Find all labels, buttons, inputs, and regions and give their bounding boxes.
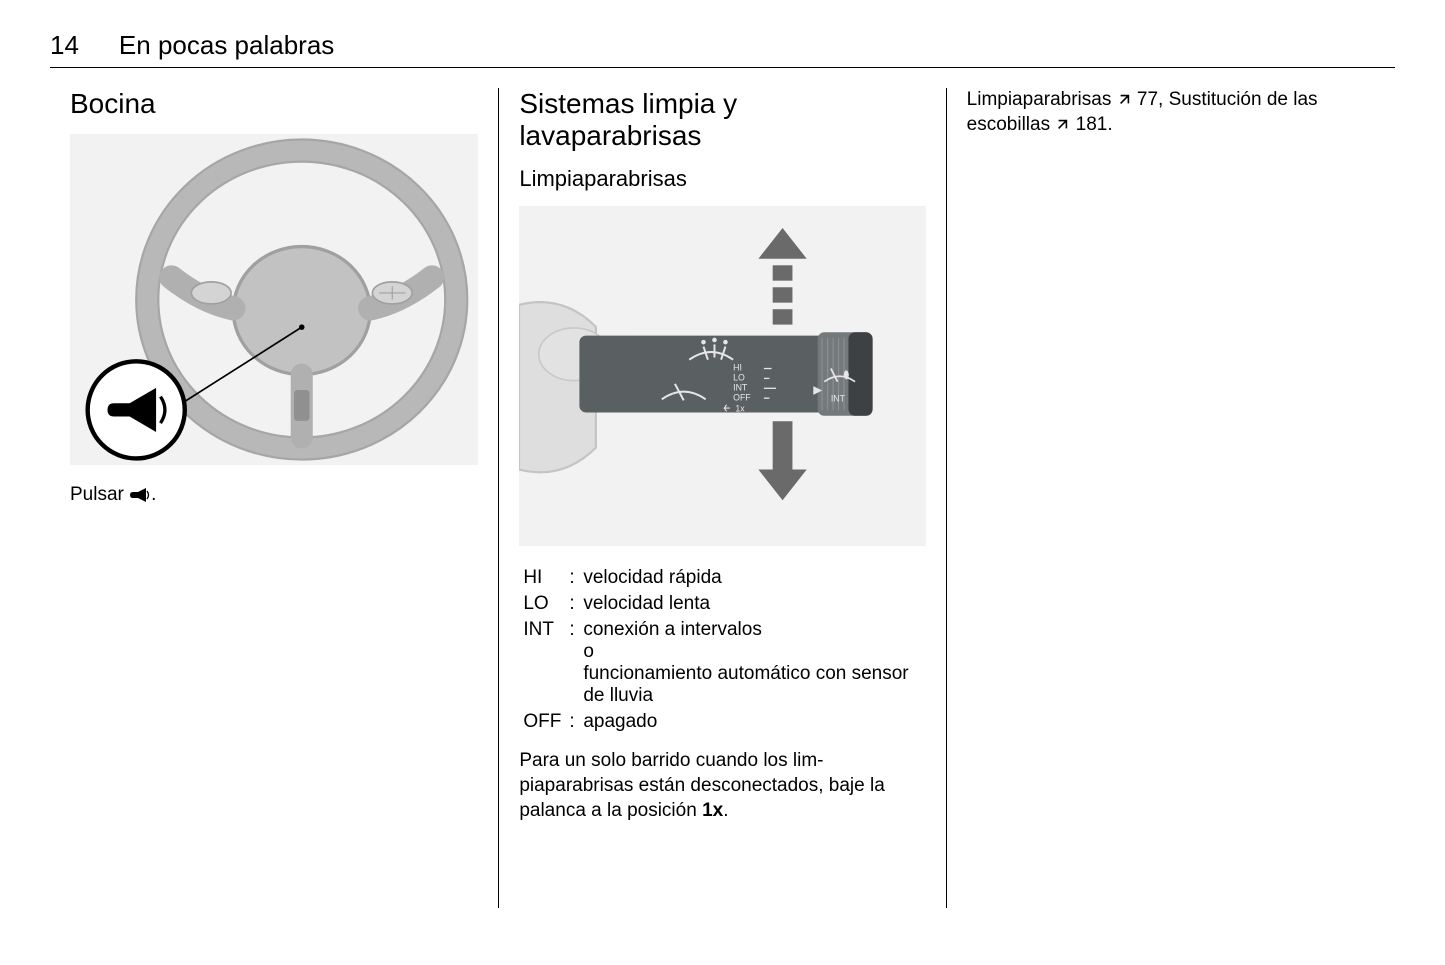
def-sep: : [565,617,579,709]
def-label: LO [519,591,565,617]
xref-end: . [1107,114,1112,135]
def-row-hi: HI : velocidad rápida [519,565,925,591]
single-wipe-note: Para un solo barrido cuando los lim­piap… [519,749,925,823]
def-label: HI [519,565,565,591]
stalk-label-hi: HI [733,363,742,373]
def-sep: : [565,709,579,735]
wiper-mode-definitions: HI : velocidad rápida LO : velocidad len… [519,565,925,735]
stalk-tip-label: INT [831,393,846,403]
note-bold: 1x [702,800,723,821]
caption-suffix: . [151,484,156,505]
xref-arrow-icon [1055,117,1070,132]
section-title-horn: Bocina [70,88,478,120]
xref-sep: , [1158,89,1169,110]
stalk-label-off: OFF [733,392,751,402]
cross-references: Limpiaparabrisas 77, Sustitución de las … [967,88,1375,137]
stalk-label-int: INT [733,382,748,392]
illustration-steering-wheel [70,134,478,465]
def-label: INT [519,617,565,709]
xref1-text: Limpiaparabrisas [967,89,1117,110]
def-desc: velocidad lenta [579,591,925,617]
horn-caption: Pulsar . [70,484,478,506]
def-row-lo: LO : velocidad lenta [519,591,925,617]
section-title-wipers: Sistemas limpia y lavaparabrisas [519,88,925,152]
caption-prefix: Pulsar [70,484,129,505]
illustration-wiper-stalk: HI LO INT OFF 1x INT [519,206,925,546]
chapter-title: En pocas palabras [119,30,334,61]
def-sep: : [565,565,579,591]
xref2-page: 181 [1070,114,1107,135]
horn-icon [129,488,151,502]
stalk-label-lo: LO [733,373,745,383]
def-row-int: INT : conexión a intervalos o funcionami… [519,617,925,709]
subsection-title-windshield-wiper: Limpiaparabrisas [519,166,925,192]
page-header: 14 En pocas palabras [50,30,1395,68]
stalk-label-1x: 1x [736,403,746,413]
note-suffix: . [723,800,728,821]
column-1: Bocina [50,88,498,908]
content-columns: Bocina [50,88,1395,908]
xref1-page: 77 [1132,89,1158,110]
column-3: Limpiaparabrisas 77, Sustitución de las … [947,88,1395,908]
def-desc: conexión a intervalos o funcionamiento a… [579,617,925,709]
def-sep: : [565,591,579,617]
def-label: OFF [519,709,565,735]
def-desc: velocidad rápida [579,565,925,591]
xref-arrow-icon [1117,92,1132,107]
column-2: Sistemas limpia y lavaparabrisas Limpiap… [498,88,946,908]
def-row-off: OFF : apagado [519,709,925,735]
def-desc: apagado [579,709,925,735]
page-number: 14 [50,30,79,61]
